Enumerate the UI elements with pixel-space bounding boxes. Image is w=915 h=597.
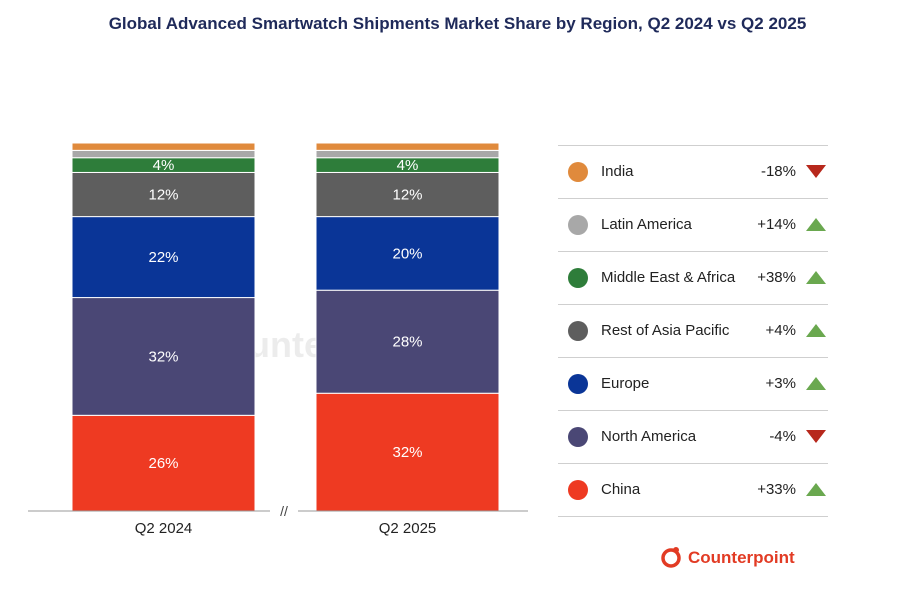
- brand-name: Counterpoint: [688, 548, 795, 567]
- data-label-q2-2025-rest-of-asia-pacific: 12%: [392, 187, 422, 204]
- arrow-up-icon: [806, 324, 826, 337]
- legend-item-latin-america: Latin America +14%: [558, 199, 828, 252]
- legend-item-china: China +33%: [558, 464, 828, 517]
- data-label-q2-2024-europe: 22%: [148, 249, 178, 266]
- arrow-down-icon: [806, 430, 826, 443]
- chart-title: Global Advanced Smartwatch Shipments Mar…: [108, 14, 807, 33]
- legend-label: Rest of Asia Pacific: [601, 322, 730, 339]
- legend-swatch: [568, 480, 588, 500]
- legend-change-value: -4%: [769, 428, 796, 445]
- legend-swatch: [568, 215, 588, 235]
- legend-item-rest-of-asia-pacific: Rest of Asia Pacific +4%: [558, 305, 828, 358]
- legend-label: India: [601, 163, 634, 180]
- bar-q2-2025-india: [315, 142, 500, 151]
- stacked-bar-chart: Counterpoint 26%32%22%12%4%32%28%20%12%4…: [28, 142, 528, 537]
- counterpoint-logo-icon: [661, 547, 681, 568]
- arrow-up-icon: [806, 483, 826, 496]
- legend-label: North America: [601, 428, 697, 445]
- legend-item-north-america: North America -4%: [558, 411, 828, 464]
- data-label-q2-2024-china: 26%: [148, 455, 178, 472]
- legend-change-value: -18%: [760, 163, 796, 180]
- legend-swatch: [568, 374, 588, 394]
- arrow-up-icon: [806, 271, 826, 284]
- data-label-q2-2024-north-america: 32%: [148, 348, 178, 365]
- bar-q2-2024-north-america: [71, 297, 256, 416]
- data-label-q2-2024-middle-east-africa: 4%: [153, 157, 175, 174]
- legend-swatch: [568, 162, 588, 182]
- arrow-up-icon: [806, 377, 826, 390]
- axis-break-mark: //: [280, 503, 288, 519]
- legend-change-value: +33%: [757, 481, 796, 498]
- bar-q2-2025-latin-america: [315, 149, 500, 159]
- data-label-q2-2024-rest-of-asia-pacific: 12%: [148, 187, 178, 204]
- legend-change-value: +38%: [757, 269, 796, 286]
- legend: India -18% Latin America +14% Middle East & …: [558, 145, 828, 517]
- legend-label: Europe: [601, 375, 650, 392]
- data-label-q2-2025-middle-east-africa: 4%: [397, 157, 419, 174]
- arrow-up-icon: [806, 218, 826, 231]
- bar-q2-2024-europe: [71, 216, 256, 299]
- bar-q2-2025-north-america: [315, 289, 500, 394]
- legend-label: Middle East & Africa: [601, 269, 736, 286]
- legend-label: Latin America: [601, 216, 692, 233]
- arrow-down-icon: [806, 165, 826, 178]
- legend-change-value: +14%: [757, 216, 796, 233]
- legend-change-value: +4%: [765, 322, 796, 339]
- legend-swatch: [568, 268, 588, 288]
- legend-item-europe: Europe +3%: [558, 358, 828, 411]
- x-tick-label-q2-2024: Q2 2024: [135, 520, 193, 537]
- bar-q2-2025-rest-of-asia-pacific: [315, 171, 500, 218]
- bar-q2-2024-india: [71, 142, 256, 151]
- bar-q2-2024-latin-america: [71, 149, 256, 159]
- data-label-q2-2025-north-america: 28%: [392, 334, 422, 351]
- legend-item-india: India -18%: [558, 145, 828, 199]
- legend-swatch: [568, 321, 588, 341]
- data-label-q2-2025-europe: 20%: [392, 245, 422, 262]
- data-label-q2-2025-china: 32%: [392, 444, 422, 461]
- legend-item-middle-east-africa: Middle East & Africa +38%: [558, 252, 828, 305]
- legend-label: China: [601, 481, 641, 498]
- legend-swatch: [568, 427, 588, 447]
- legend-change-value: +3%: [765, 375, 796, 392]
- x-tick-label-q2-2025: Q2 2025: [379, 520, 437, 537]
